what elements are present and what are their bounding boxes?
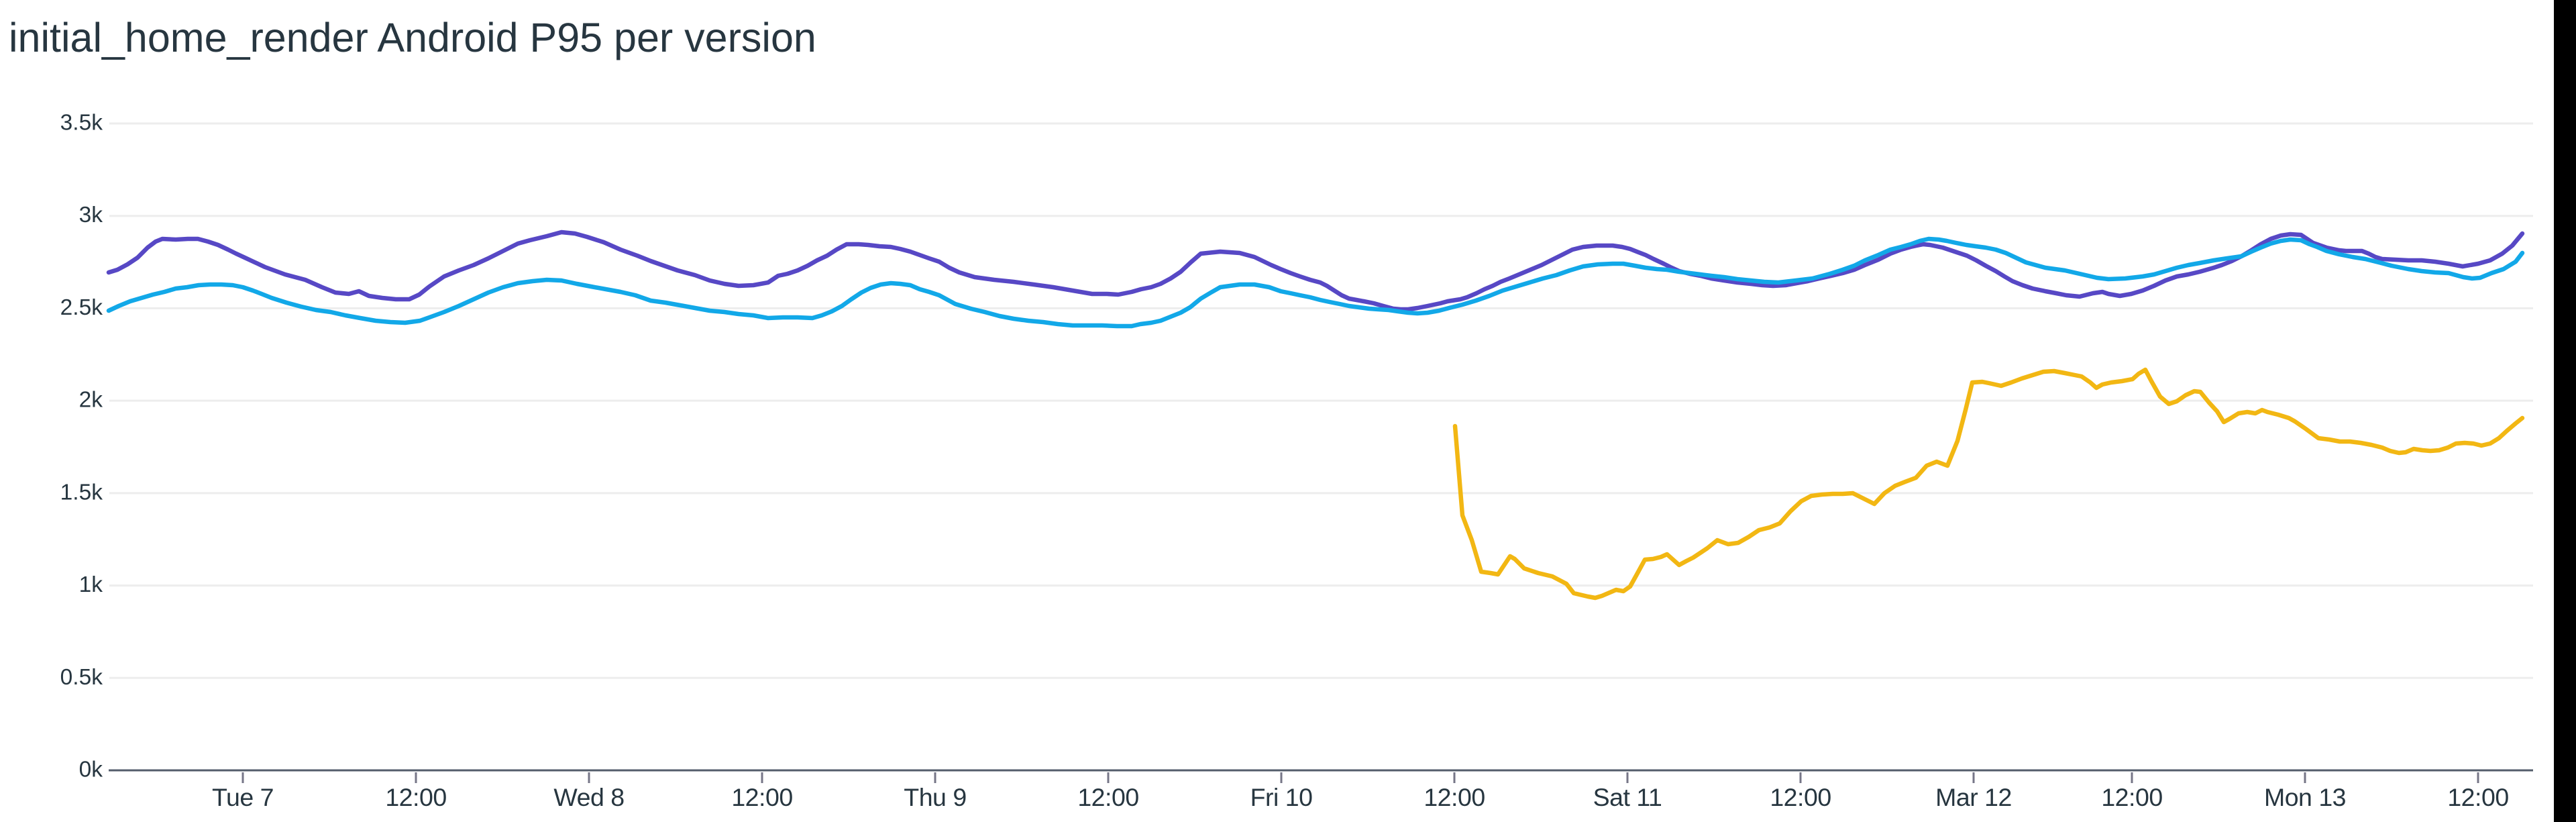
svg-text:initial_home_render Android P9: initial_home_render Android P95 per vers…: [9, 15, 816, 60]
svg-text:0k: 0k: [79, 758, 103, 782]
svg-text:3.5k: 3.5k: [60, 111, 103, 136]
svg-text:Wed 8: Wed 8: [553, 783, 624, 811]
svg-text:Mar 12: Mar 12: [1935, 783, 2012, 811]
svg-text:12:00: 12:00: [2447, 783, 2508, 811]
svg-text:2k: 2k: [79, 388, 103, 413]
svg-text:1k: 1k: [79, 572, 103, 597]
svg-text:12:00: 12:00: [1770, 783, 1831, 811]
svg-text:1.5k: 1.5k: [60, 480, 103, 505]
svg-text:2.5k: 2.5k: [60, 295, 103, 320]
svg-text:12:00: 12:00: [2101, 783, 2162, 811]
svg-text:Sat 11: Sat 11: [1593, 783, 1662, 811]
svg-text:0.5k: 0.5k: [60, 665, 103, 690]
svg-text:Tue 7: Tue 7: [212, 783, 274, 811]
svg-text:Mon 13: Mon 13: [2264, 783, 2346, 811]
svg-text:3k: 3k: [79, 203, 103, 227]
svg-text:12:00: 12:00: [385, 783, 446, 811]
svg-text:12:00: 12:00: [731, 783, 792, 811]
svg-text:12:00: 12:00: [1077, 783, 1138, 811]
svg-text:Thu 9: Thu 9: [904, 783, 966, 811]
svg-text:Fri 10: Fri 10: [1250, 783, 1313, 811]
svg-text:12:00: 12:00: [1424, 783, 1485, 811]
